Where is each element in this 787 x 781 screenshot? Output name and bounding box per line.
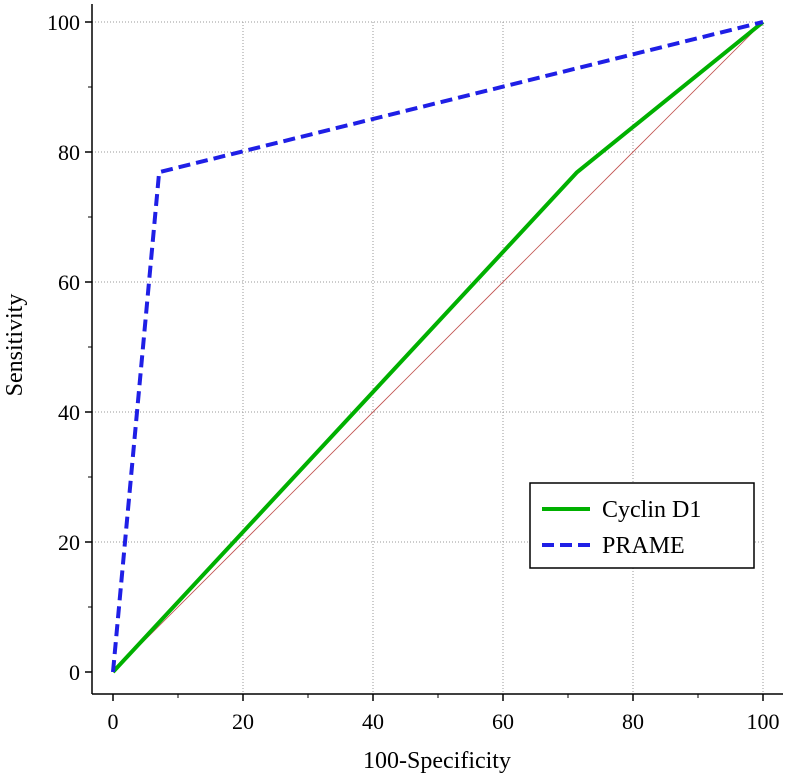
x-tick-label-20: 20 xyxy=(232,709,254,734)
y-tick-label-20: 20 xyxy=(58,530,80,555)
tick-layer: 0 20 40 60 80 100 0 20 40 60 80 100 xyxy=(47,10,780,734)
x-tick-label-0: 0 xyxy=(108,709,119,734)
y-tick-label-0: 0 xyxy=(69,660,80,685)
reference-layer xyxy=(112,21,764,673)
series-line-prame xyxy=(111,20,764,673)
legend-label-prame: PRAME xyxy=(602,533,685,559)
y-tick-label-60: 60 xyxy=(58,270,80,295)
x-tick-label-60: 60 xyxy=(492,709,514,734)
y-axis-title: Sensitivity xyxy=(2,294,28,397)
legend: Cyclin D1 PRAME xyxy=(529,482,755,569)
x-tick-label-100: 100 xyxy=(747,709,780,734)
x-tick-label-80: 80 xyxy=(622,709,644,734)
legend-label-cyclin-d1: Cyclin D1 xyxy=(602,497,701,523)
axis-layer xyxy=(91,4,783,695)
grid-layer xyxy=(92,21,764,694)
series-line-cyclin-d1 xyxy=(111,20,765,674)
legend-box xyxy=(529,482,755,569)
y-tick-label-40: 40 xyxy=(58,400,80,425)
y-tick-label-100: 100 xyxy=(47,10,80,35)
x-tick-label-40: 40 xyxy=(362,709,384,734)
series-layer xyxy=(111,20,765,674)
reference-diagonal-line xyxy=(112,21,764,673)
y-tick-label-80: 80 xyxy=(58,140,80,165)
x-axis-title: 100-Specificity xyxy=(363,748,511,774)
